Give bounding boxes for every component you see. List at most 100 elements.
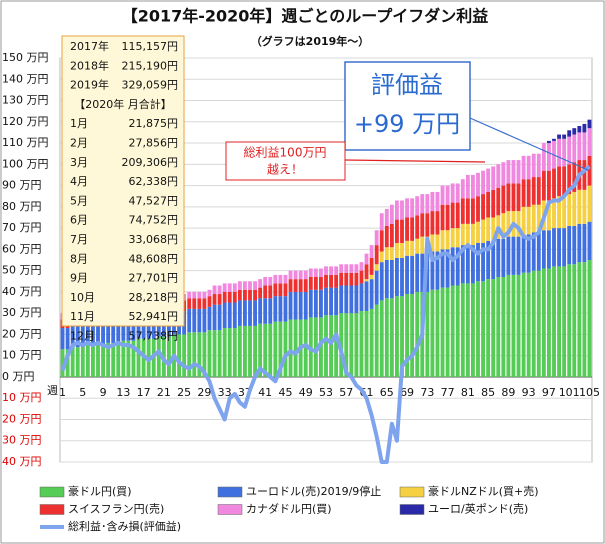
bar-segment [450, 183, 455, 203]
bar-segment [379, 262, 384, 301]
bar-segment [111, 321, 116, 343]
year-label: 2018年 [70, 58, 109, 72]
bar-segment [212, 330, 217, 377]
bar-segment [536, 177, 541, 205]
bar-segment [293, 291, 298, 320]
bar-segment [450, 228, 455, 248]
bar-segment [359, 311, 364, 377]
bar-segment [384, 225, 389, 248]
legend-swatch [399, 486, 425, 498]
bar-segment [222, 291, 227, 303]
year-label: 2017年 [70, 39, 109, 53]
bar-segment [288, 291, 293, 320]
bar-segment [496, 164, 501, 188]
bar-segment [511, 183, 516, 212]
bar-segment [329, 287, 333, 316]
bar-segment [248, 300, 252, 326]
bar-segment [329, 315, 333, 377]
bar-segment [379, 251, 384, 263]
bar-segment [384, 260, 389, 299]
bar-segment [572, 162, 577, 192]
month-value: 74,752円 [129, 214, 179, 227]
bar-segment [212, 304, 217, 331]
bar-segment [506, 211, 511, 237]
bar-segment [96, 323, 100, 346]
bar-segment [243, 325, 247, 377]
bar-segment [400, 296, 404, 377]
bar-segment [288, 279, 293, 292]
bar-segment [430, 289, 435, 377]
bar-segment [567, 194, 572, 226]
bar-segment [531, 153, 536, 178]
bar-segment [526, 272, 531, 377]
x-tick-label: 1 [59, 386, 66, 399]
bar-segment [253, 325, 257, 377]
x-tick-label: 33 [218, 386, 232, 399]
month-label: 10月 [70, 291, 95, 304]
bar-segment [415, 238, 420, 254]
bar-segment [319, 277, 323, 290]
bar-segment [587, 185, 592, 222]
bar-segment [298, 270, 303, 280]
bar-segment [298, 279, 303, 292]
bar-segment [521, 179, 526, 207]
bar-segment [557, 228, 561, 267]
bar-segment [471, 245, 475, 284]
note-arrow [344, 159, 486, 163]
bar-segment [425, 213, 430, 237]
y-tick-label: 70 万円 [2, 221, 42, 234]
bar-segment [237, 281, 242, 290]
bar-segment [410, 294, 415, 377]
bar-segment [374, 304, 379, 377]
bar-segment [506, 274, 511, 377]
bar-segment [217, 285, 222, 295]
bar-segment [521, 234, 526, 273]
bar-segment [324, 315, 328, 377]
bar-segment [552, 266, 556, 377]
bar-segment [552, 138, 556, 141]
month-value: 27,856円 [129, 137, 179, 150]
bar-segment [476, 242, 480, 282]
bar-segment [268, 298, 273, 324]
bar-segment [217, 330, 222, 377]
bar-segment [491, 279, 496, 377]
x-tick-label: 17 [137, 386, 151, 399]
bar-segment [491, 189, 496, 218]
bar-segment [283, 296, 288, 322]
bar-segment [405, 217, 409, 241]
bar-segment [455, 285, 460, 377]
bar-segment [516, 183, 521, 212]
bar-segment [288, 319, 293, 377]
bar-segment [248, 289, 252, 301]
bar-segment [313, 317, 318, 377]
bar-segment [557, 266, 561, 377]
bar-segment [400, 257, 404, 297]
bar-segment [577, 262, 582, 377]
bar-segment [293, 319, 298, 377]
y-tick-label: 50 万円 [2, 264, 42, 277]
bar-segment [476, 196, 480, 222]
bar-segment [374, 264, 379, 271]
bar-segment [232, 302, 237, 329]
bar-segment [516, 211, 521, 237]
bar-segment [212, 294, 217, 305]
bar-segment [258, 323, 263, 377]
bar-segment [232, 291, 237, 303]
bar-segment [116, 321, 121, 343]
bar-segment [243, 289, 247, 301]
month-label: 7月 [70, 233, 88, 246]
bar-segment [410, 240, 415, 256]
bar-segment [506, 236, 511, 275]
bar-segment [268, 323, 273, 377]
bar-segment [572, 191, 577, 226]
month-label: 12月 [70, 330, 95, 343]
bar-segment [75, 347, 80, 377]
bar-segment [577, 189, 582, 224]
bar-segment [91, 323, 95, 346]
bar-segment [187, 298, 192, 309]
bar-segment [486, 217, 491, 241]
callout-line1: 評価益 [371, 71, 443, 99]
bar-segment [80, 325, 85, 348]
bar-segment [339, 272, 344, 286]
